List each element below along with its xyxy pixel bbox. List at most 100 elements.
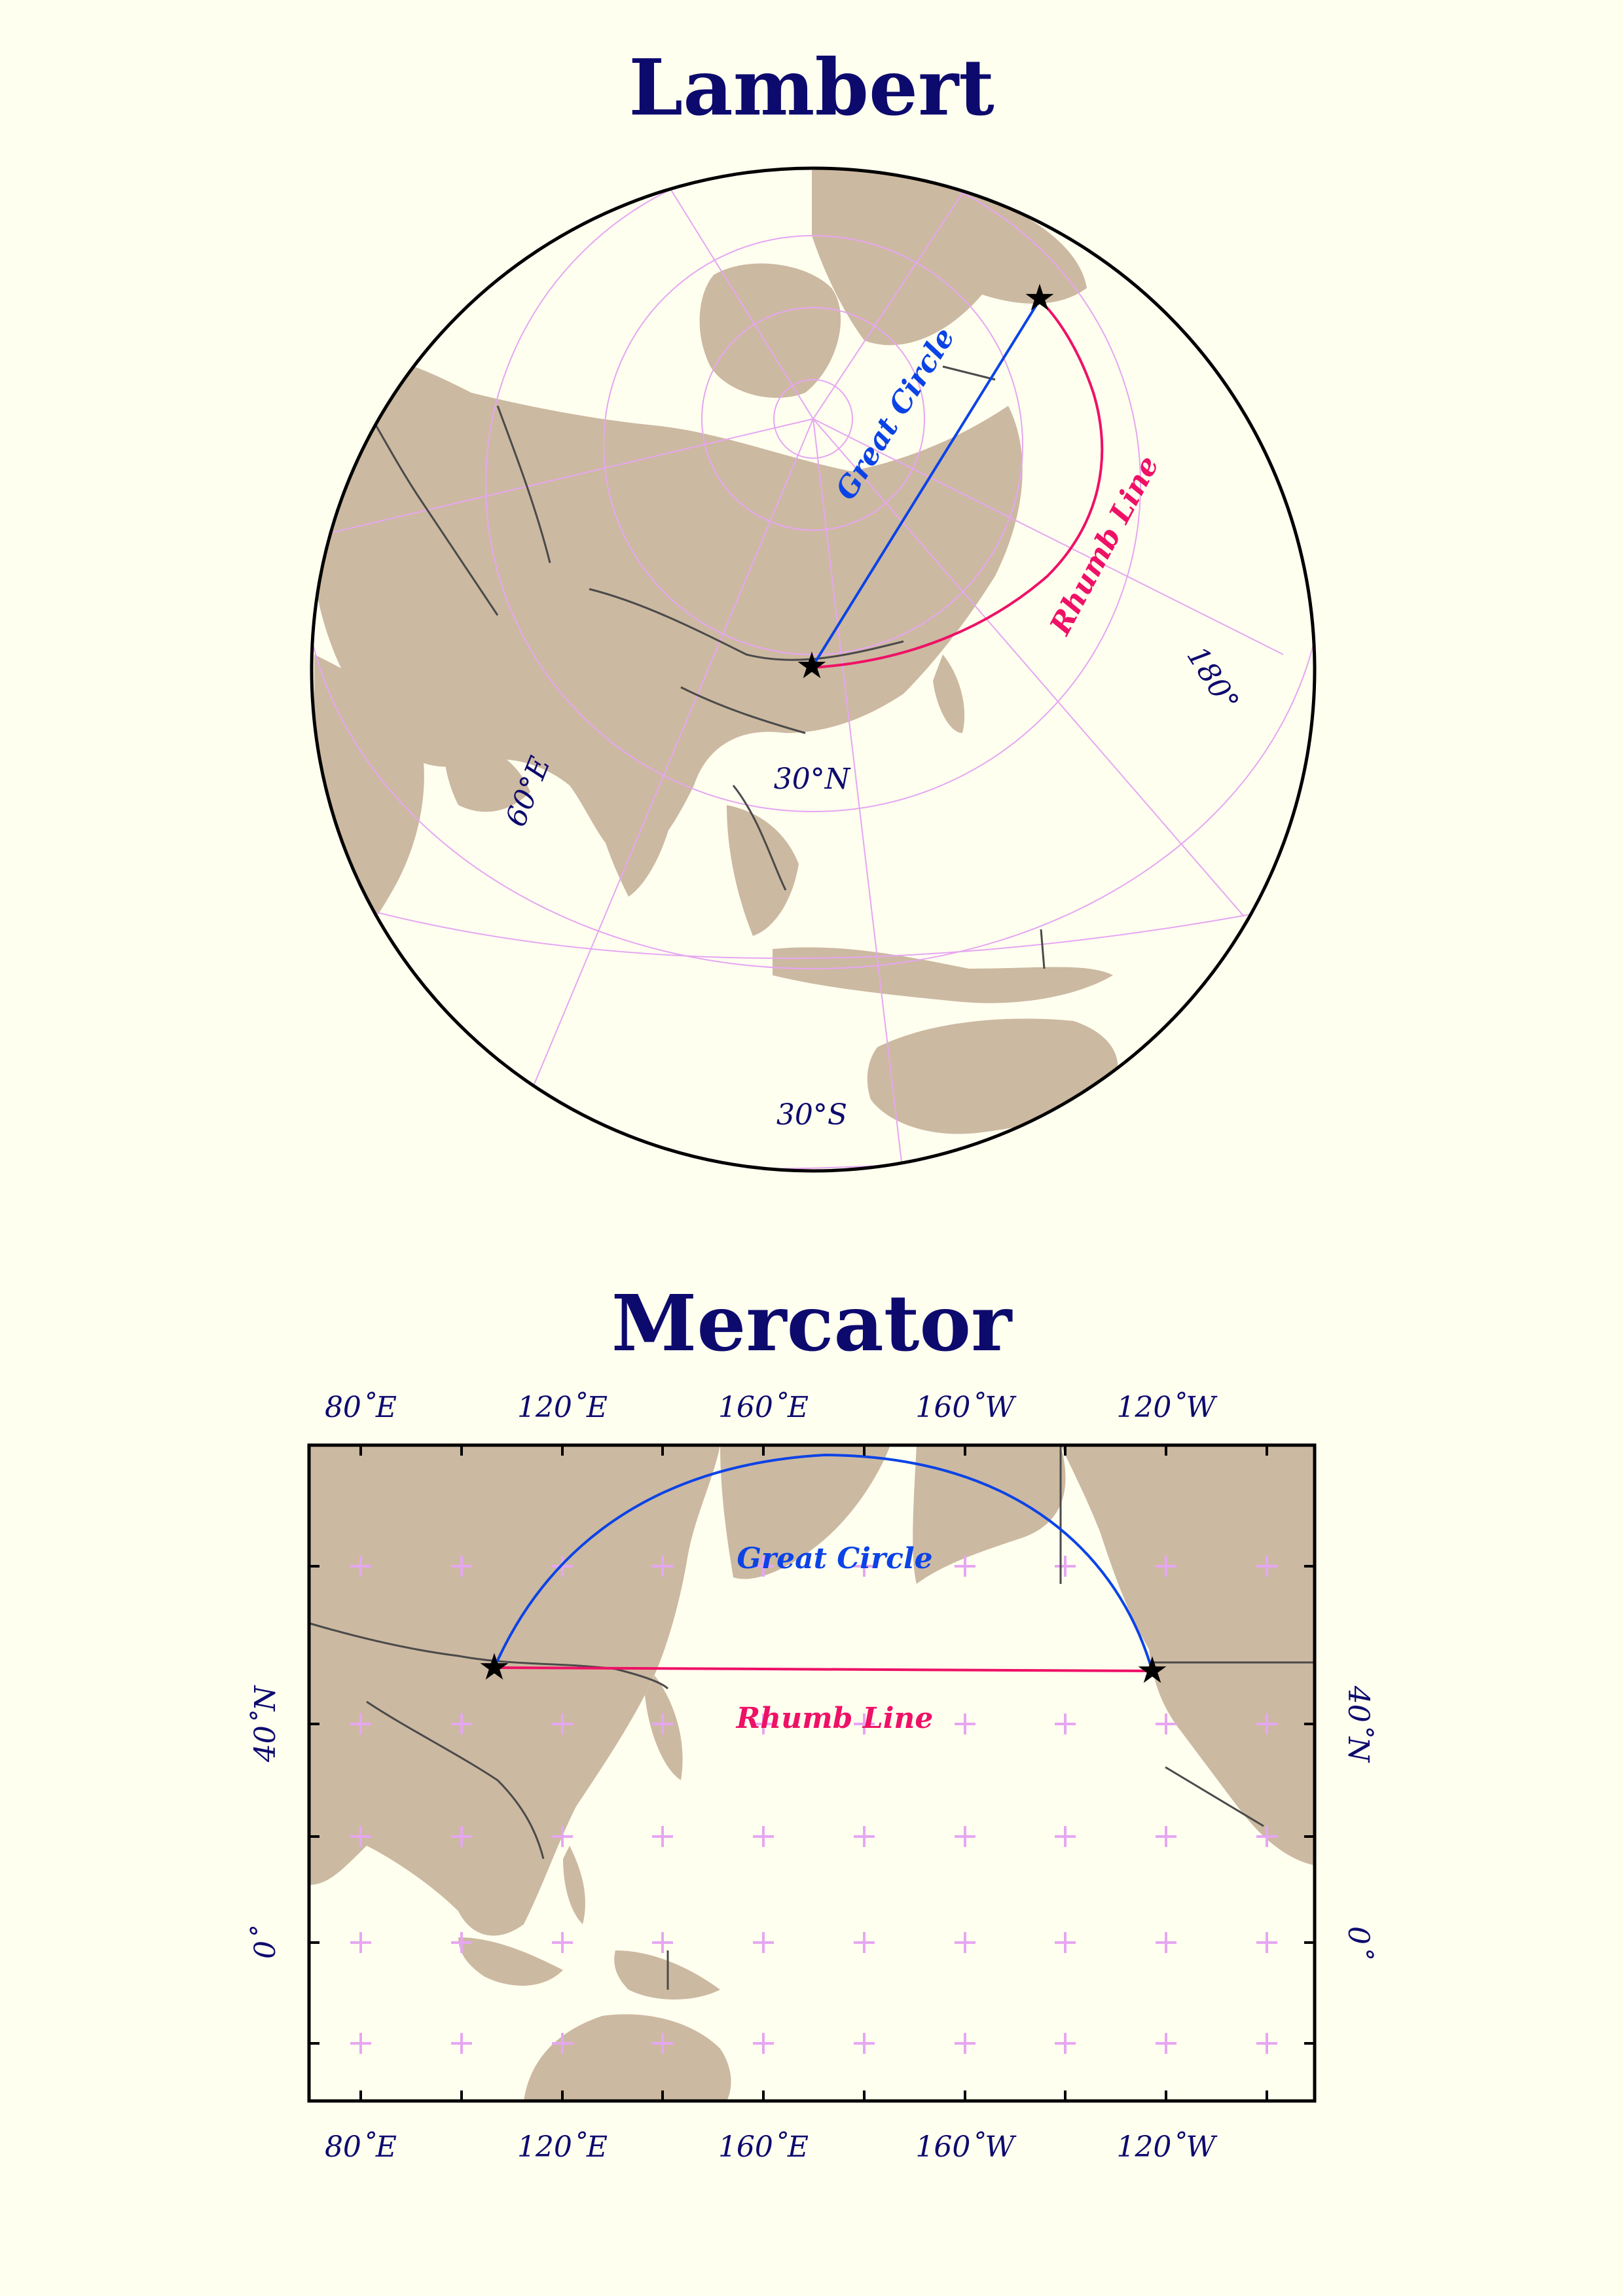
graticule-cross: [1256, 1556, 1277, 1577]
lambert-label-30s: 30°S: [776, 1098, 847, 1132]
graticule-cross: [652, 1826, 673, 1847]
lambert-rhumb-line: [811, 298, 1104, 669]
lambert-great-circle: [811, 298, 1041, 669]
graticule-cross: [552, 2033, 573, 2054]
mercator-origin-star-icon: ★: [478, 1646, 511, 1689]
graticule-cross: [955, 2033, 976, 2054]
graticule-cross: [1256, 2033, 1277, 2054]
graticule-cross: [451, 1932, 472, 1953]
mercator-ticks: [309, 1445, 1315, 2101]
graticule-cross: [451, 1826, 472, 1847]
graticule-cross: [854, 1713, 875, 1734]
eurasia-landmass: [312, 355, 1023, 864]
left-tick-0: 0˚: [249, 1926, 282, 1959]
lambert-destination-star-icon: ★: [1023, 277, 1056, 319]
mercator-map: ★ ★ Great Circle Rhumb Line 80˚E 120˚E 1…: [249, 1391, 1375, 2164]
mercator-graticule: [350, 1556, 1277, 2054]
southeast-asia-landmass: [727, 805, 799, 936]
top-tick-80e: 80˚E: [325, 1391, 397, 1424]
mercator-tick-labels: 80˚E 120˚E 160˚E 160˚W 120˚W 80˚E 120˚E …: [249, 1391, 1375, 2164]
mercator-rhumb-line: [494, 1666, 1153, 1672]
mercator-land: [309, 1445, 1315, 2101]
graticule-cross: [955, 1932, 976, 1953]
graticule-cross: [552, 1826, 573, 1847]
graticule-cross: [1256, 1713, 1277, 1734]
right-tick-40n: 40˚N: [1341, 1685, 1375, 1763]
graticule-cross: [451, 1556, 472, 1577]
graticule-cross: [350, 1556, 371, 1577]
indonesia-landmass: [458, 1937, 563, 1986]
mercator-frame: [307, 1443, 1317, 2103]
globe-outline: [310, 166, 1317, 1173]
graticule-cross: [1156, 1713, 1176, 1734]
graticule-cross: [955, 1826, 976, 1847]
graticule-cross: [1055, 1932, 1076, 1953]
graticule-cross: [753, 1713, 774, 1734]
graticule-cross: [955, 1713, 976, 1734]
mercator-borders: [309, 1445, 1315, 1990]
japan-landmass: [933, 655, 965, 733]
graticule-cross: [552, 1713, 573, 1734]
graticule-cross: [652, 2033, 673, 2054]
philippines-landmass: [563, 1846, 585, 1924]
bottom-tick-160e: 160˚E: [718, 2130, 809, 2164]
australia-landmass: [867, 1018, 1118, 1134]
graticule-cross: [652, 1932, 673, 1953]
graticule-cross: [451, 2033, 472, 2054]
graticule-cross: [451, 1713, 472, 1734]
mercator-rhumb-line-label: Rhumb Line: [735, 1702, 934, 1735]
bottom-tick-160w: 160˚W: [915, 2130, 1017, 2164]
graticule-cross: [1156, 2033, 1176, 2054]
lambert-label-30n: 30°N: [774, 762, 851, 796]
australia-landmass: [524, 2014, 731, 2101]
mercator-great-circle-label: Great Circle: [737, 1542, 932, 1575]
north-america-landmass: [1061, 1445, 1315, 1865]
alaska-landmass: [913, 1445, 1066, 1584]
graticule-cross: [1055, 1556, 1076, 1577]
graticule-cross: [753, 2033, 774, 2054]
graticule-cross: [854, 1826, 875, 1847]
graticule-cross: [652, 1713, 673, 1734]
graticule-cross: [753, 1556, 774, 1577]
graticule-cross: [753, 1932, 774, 1953]
top-tick-120w: 120˚W: [1116, 1391, 1218, 1424]
graticule-cross: [350, 2033, 371, 2054]
graticule-cross: [1055, 2033, 1076, 2054]
graticule-cross: [652, 1556, 673, 1577]
arabia-landmass: [444, 733, 530, 812]
mercator-great-circle: [493, 1453, 1154, 1672]
top-tick-160e: 160˚E: [718, 1391, 809, 1424]
right-tick-0: 0˚: [1341, 1926, 1375, 1959]
bottom-tick-120w: 120˚W: [1116, 2130, 1218, 2164]
greenland-landmass: [699, 263, 841, 398]
lambert-title: Lambert: [629, 42, 994, 133]
graticule-cross: [854, 1556, 875, 1577]
india-landmass: [589, 772, 674, 897]
graticule-cross: [854, 2033, 875, 2054]
graticule-cross: [1256, 1826, 1277, 1847]
graticule-cross: [350, 1713, 371, 1734]
russia-far-east-landmass: [720, 1445, 890, 1579]
graticule-cross: [350, 1826, 371, 1847]
graticule-cross: [552, 1932, 573, 1953]
top-tick-160w: 160˚W: [915, 1391, 1017, 1424]
graticule-cross: [1055, 1713, 1076, 1734]
left-tick-40n: 40˚N: [249, 1685, 282, 1763]
lambert-map: ★ ★ Great Circle Rhumb Line 30°N 30°S 60…: [310, 166, 1317, 1173]
graticule-cross: [1055, 1826, 1076, 1847]
graticule-cross: [350, 1932, 371, 1953]
mercator-title: Mercator: [611, 1278, 1012, 1369]
graticule-cross: [1256, 1932, 1277, 1953]
top-tick-120e: 120˚E: [517, 1391, 608, 1424]
indonesia-landmass: [773, 947, 1113, 1003]
graticule-cross: [1156, 1932, 1176, 1953]
bottom-tick-120e: 120˚E: [517, 2130, 608, 2164]
lambert-origin-star-icon: ★: [795, 645, 828, 687]
mercator-destination-star-icon: ★: [1136, 1649, 1169, 1692]
asia-landmass: [309, 1445, 720, 1936]
graticule-cross: [552, 1556, 573, 1577]
graticule-cross: [955, 1556, 976, 1577]
graticule-cross: [753, 1826, 774, 1847]
bottom-tick-80e: 80˚E: [325, 2130, 397, 2164]
